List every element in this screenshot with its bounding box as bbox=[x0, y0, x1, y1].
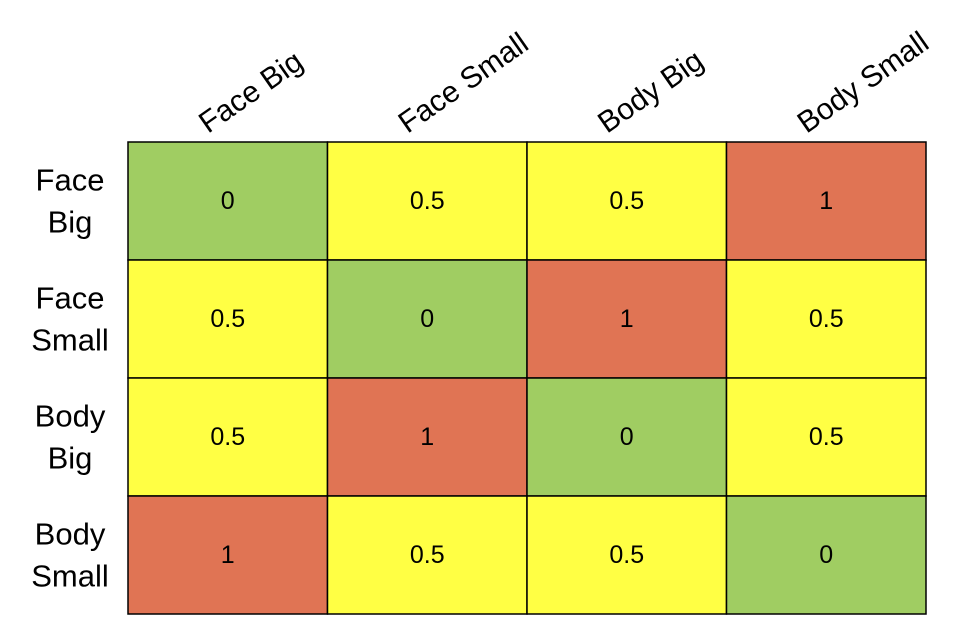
heatmap-cell bbox=[725, 259, 927, 379]
row-label-line: Body bbox=[35, 399, 106, 434]
heatmap-cells: 0 0.5 0.5 1 0.5 0 1 0.5 0.5 1 0 0.5 1 0.5 0.5 0 bbox=[127, 141, 927, 615]
row-label-line: Small bbox=[31, 323, 109, 358]
heatmap-cell bbox=[326, 495, 528, 615]
cell-value-label: 1 bbox=[420, 423, 434, 451]
cell-value-label: 0.5 bbox=[809, 305, 844, 333]
heatmap-cell bbox=[725, 495, 927, 615]
heatmap-cell bbox=[725, 141, 927, 261]
row-label-line: Small bbox=[31, 559, 109, 594]
heatmap-cell bbox=[127, 495, 329, 615]
row-label-line: Big bbox=[48, 441, 93, 476]
cell-value-label: 0.5 bbox=[210, 305, 245, 333]
row-label: Body Big bbox=[35, 399, 106, 476]
heatmap-cell bbox=[526, 495, 728, 615]
cell-value-label: 0.5 bbox=[410, 187, 445, 215]
cell-value-label: 0.5 bbox=[809, 423, 844, 451]
column-label: Body Big bbox=[592, 44, 709, 140]
heatmap-cell bbox=[326, 259, 528, 379]
row-label: Face Small bbox=[31, 281, 109, 358]
column-label: Face Big bbox=[193, 45, 309, 140]
heatmap-cell bbox=[127, 259, 329, 379]
row-labels: Face Big Face Small Body Big Body Small bbox=[31, 163, 109, 594]
cell-value-label: 1 bbox=[221, 541, 235, 569]
cell-value-label: 1 bbox=[819, 187, 833, 215]
cell-value-label: 0.5 bbox=[609, 541, 644, 569]
column-labels: Face Big Face Small Body Big Body Small bbox=[193, 26, 935, 140]
row-label-line: Body bbox=[35, 517, 106, 552]
cell-value-label: 0 bbox=[221, 187, 235, 215]
cell-value-label: 0.5 bbox=[410, 541, 445, 569]
cell-value-label: 0 bbox=[420, 305, 434, 333]
cell-value-label: 0.5 bbox=[210, 423, 245, 451]
heatmap-cell bbox=[127, 141, 329, 261]
heatmap-cell bbox=[526, 141, 728, 261]
cell-value-label: 1 bbox=[620, 305, 634, 333]
column-label: Body Small bbox=[792, 26, 935, 140]
cell-value-label: 0.5 bbox=[609, 187, 644, 215]
heatmap-cell bbox=[725, 377, 927, 497]
row-label-line: Big bbox=[48, 205, 93, 240]
column-label: Face Small bbox=[393, 27, 535, 140]
cell-value-label: 0 bbox=[620, 423, 634, 451]
row-label-line: Face bbox=[36, 281, 105, 316]
row-label: Face Big bbox=[36, 163, 105, 240]
row-label: Body Small bbox=[31, 517, 109, 594]
cell-value-label: 0 bbox=[819, 541, 833, 569]
heatmap-cell bbox=[326, 141, 528, 261]
heatmap-cell bbox=[326, 377, 528, 497]
row-label-line: Face bbox=[36, 163, 105, 198]
